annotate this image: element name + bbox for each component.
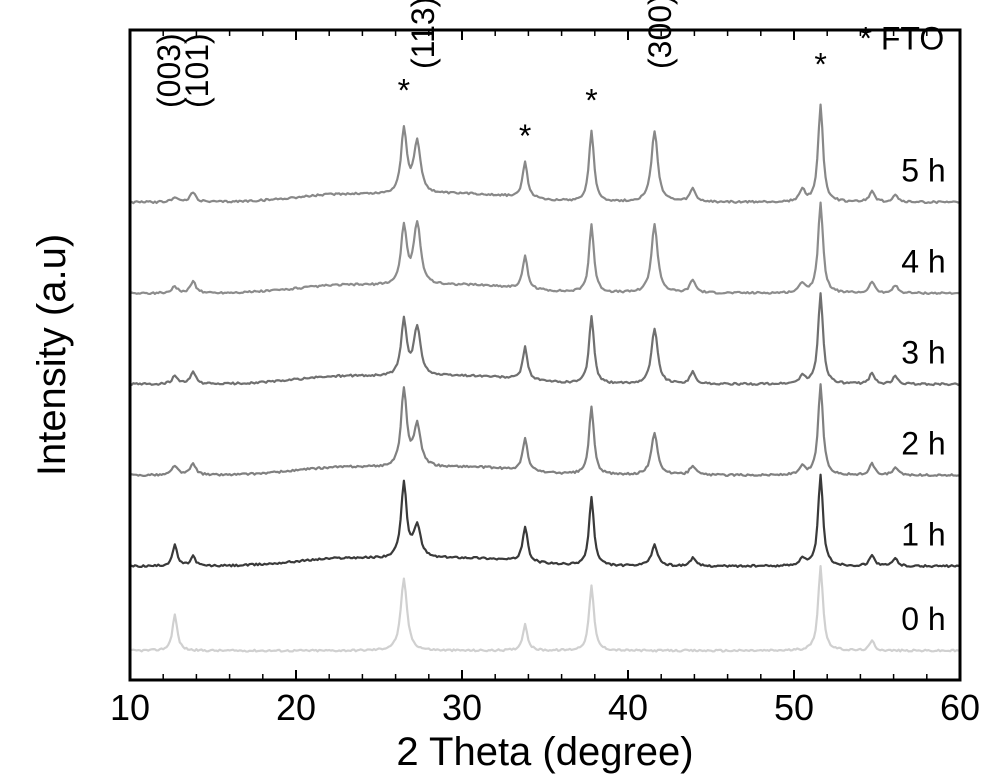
series-label-5: 5 h (901, 152, 945, 188)
xtick-label: 30 (442, 687, 482, 728)
miller-label: (300) (642, 0, 678, 69)
fto-star-mark: * (585, 82, 597, 118)
series-label-4: 4 h (901, 243, 945, 279)
xrd-chart: 0 h 1 h 2 h 3 h 4 h 5 h 10 20 30 40 50 60 2 Theta (d… (0, 0, 1000, 781)
chart-bg (0, 0, 1000, 781)
series-label-2: 2 h (901, 425, 945, 461)
xtick-label: 60 (940, 687, 980, 728)
x-axis-label: 2 Theta (degree) (396, 730, 693, 774)
xtick-label: 10 (110, 687, 150, 728)
xtick-label: 40 (608, 687, 648, 728)
fto-star-mark: * (398, 73, 410, 109)
miller-label: (113) (405, 0, 441, 69)
fto-star-mark: * (814, 47, 826, 83)
series-label-3: 3 h (901, 334, 945, 370)
series-label-0: 0 h (901, 601, 945, 637)
fto-star-mark: * (519, 118, 531, 154)
fto-legend: * FTO (860, 21, 945, 57)
y-axis-label: Intensity (a.u) (30, 234, 74, 476)
miller-label: (101) (179, 33, 215, 108)
xtick-label: 50 (774, 687, 814, 728)
series-label-1: 1 h (901, 516, 945, 552)
xtick-label: 20 (276, 687, 316, 728)
